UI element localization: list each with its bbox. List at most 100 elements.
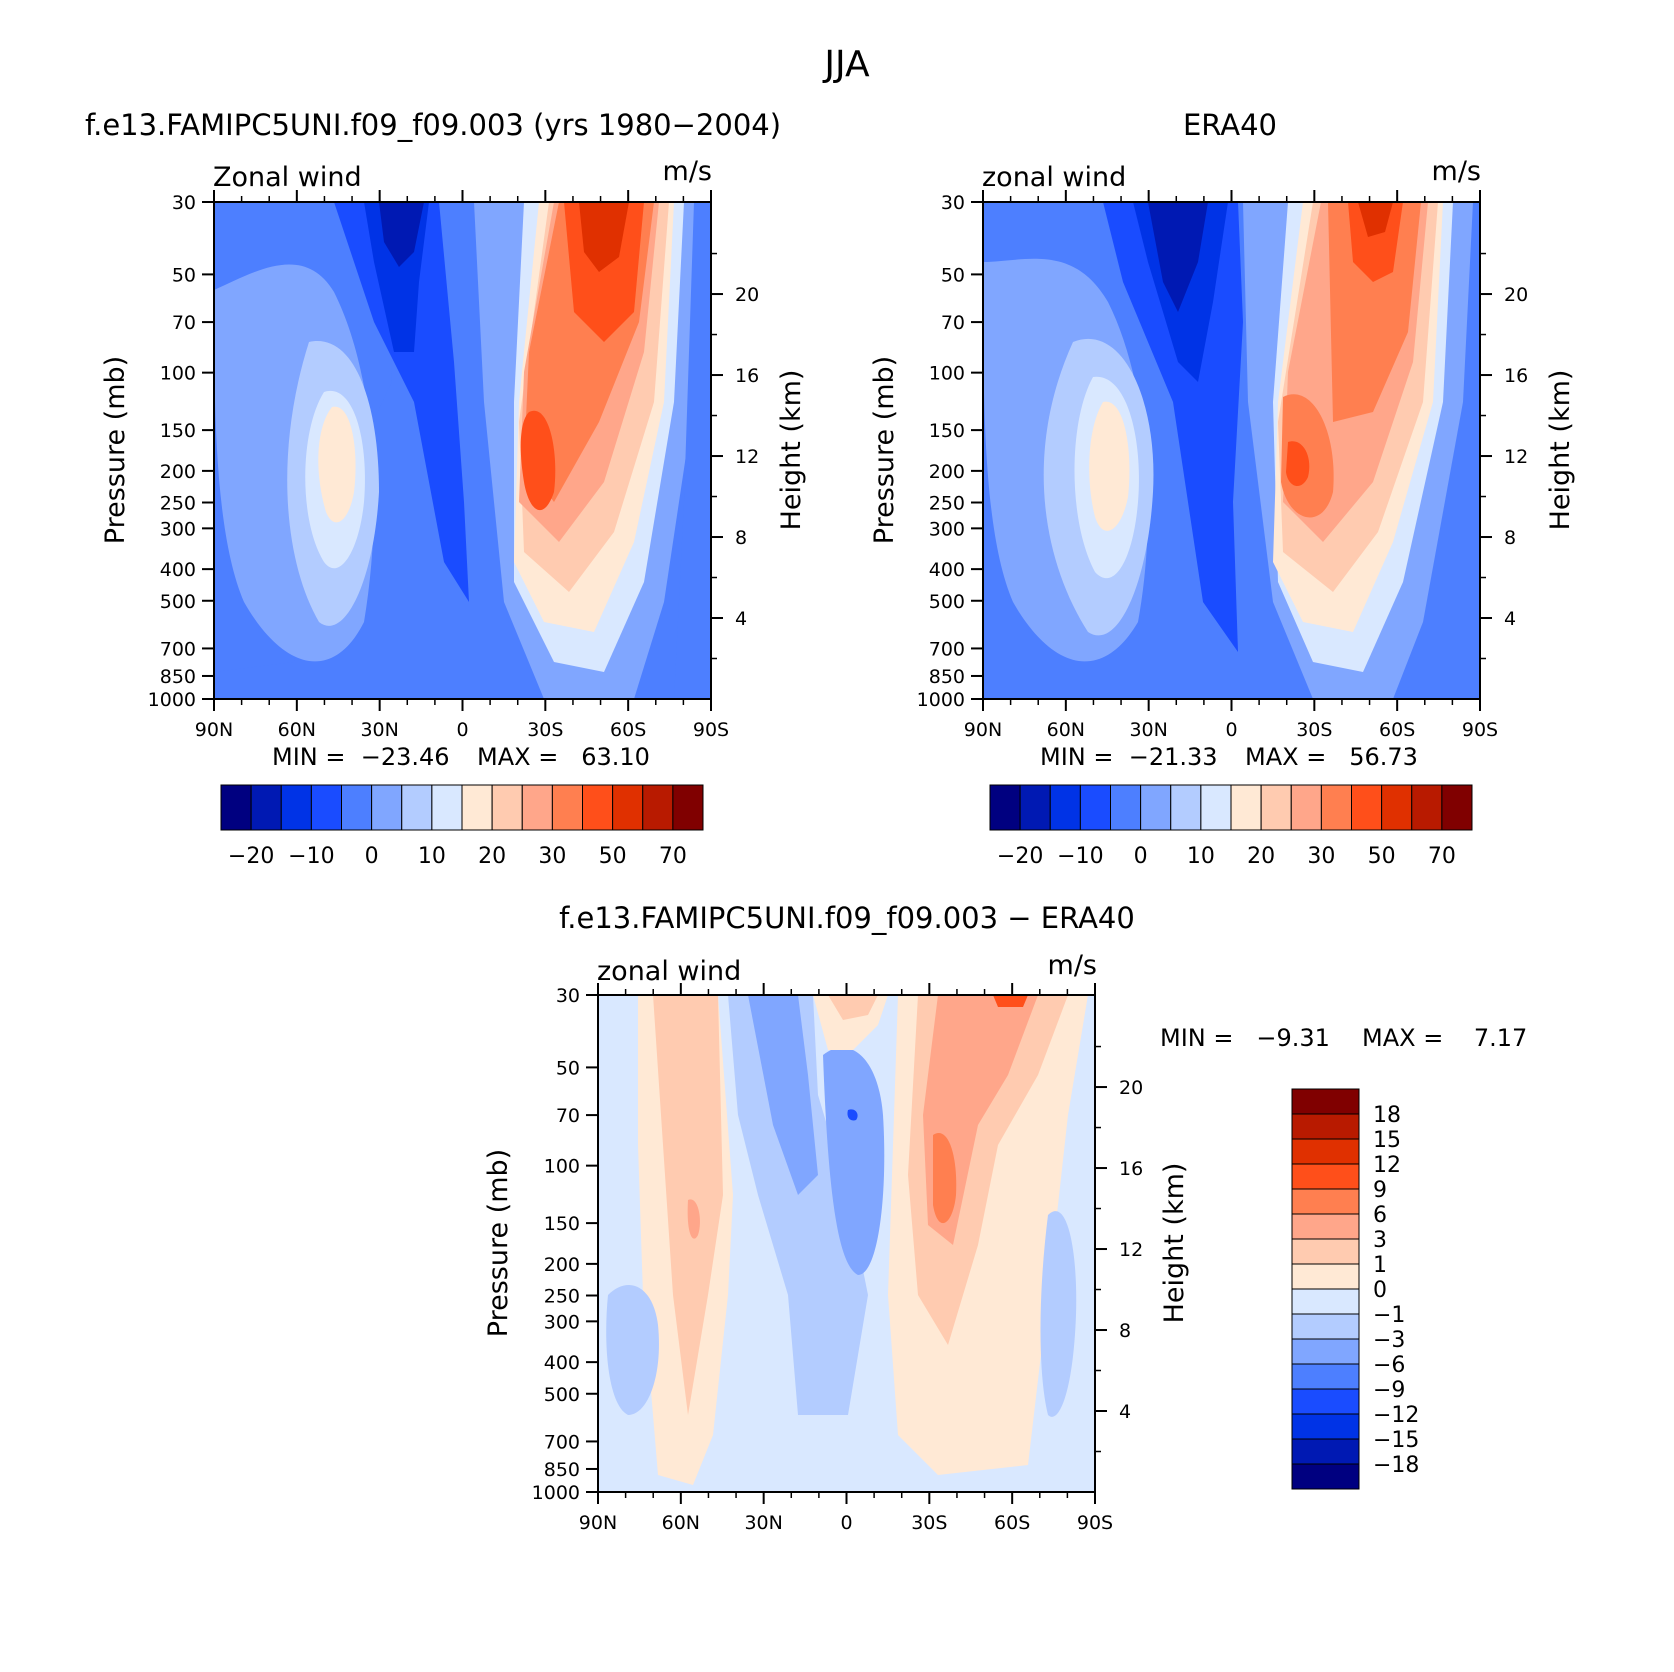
colorbar-label: 20 <box>1247 844 1275 869</box>
y2-tick-label: 20 <box>1119 1077 1143 1099</box>
colorbar-label: −3 <box>1373 1328 1405 1353</box>
y-tick-label: 30 <box>172 192 196 214</box>
colorbar-swatch <box>371 784 403 831</box>
colorbar-swatch <box>491 784 523 831</box>
panel-model-band-nh-jet <box>318 406 356 523</box>
x-tick-label: 60N <box>1047 719 1085 741</box>
panel-model-min: MIN = −23.46 <box>272 743 450 771</box>
colorbar-swatch <box>989 784 1021 831</box>
colorbar-swatch <box>431 784 463 831</box>
colorbar-label: 10 <box>1187 844 1215 869</box>
y-tick-label: 400 <box>160 559 196 581</box>
panel-model-axes: 90N 60N 30N 0 30S 60S 90S 30 50 70 100 150 200 250 300… <box>148 190 759 741</box>
panel-diff-band-trop-neg2 <box>748 995 818 1195</box>
colorbar-swatch <box>1291 1088 1360 1115</box>
y2-tick-label: 8 <box>1119 1320 1131 1342</box>
colorbar-label: 70 <box>659 844 687 869</box>
colorbar-swatch <box>1230 784 1262 831</box>
colorbar-label: 3 <box>1373 1228 1387 1253</box>
y-tick-label: 700 <box>929 638 965 660</box>
colorbar-swatch <box>1291 1313 1360 1340</box>
colorbar-swatch <box>1140 784 1172 831</box>
colorbar-label: 0 <box>1373 1278 1387 1303</box>
colorbar-swatch <box>461 784 493 831</box>
y-tick-label: 50 <box>941 264 965 286</box>
panel-obs-band-sh-4 <box>1328 202 1421 422</box>
y-tick-label: 500 <box>160 591 196 613</box>
y-tick-label: 250 <box>929 493 965 515</box>
colorbar-label: 10 <box>418 844 446 869</box>
y-tick-label: 1000 <box>148 689 196 711</box>
panel-model-colorbar: −20 −10 0 10 20 30 50 70 <box>220 784 704 869</box>
panel-diff-y2label: Height (km) <box>1159 1163 1190 1324</box>
y-tick-label: 300 <box>160 518 196 540</box>
y-tick-label: 400 <box>929 559 965 581</box>
y-tick-label: 700 <box>160 638 196 660</box>
panel-obs: ERA40 zonal wind m/s 90N 60N 30N 0 30S 60S 90S… <box>869 108 1576 869</box>
y-tick-label: 250 <box>544 1286 580 1308</box>
colorbar-swatch <box>1291 1213 1360 1240</box>
x-tick-label: 0 <box>456 719 468 741</box>
y-tick-label: 500 <box>544 1384 580 1406</box>
panel-model-plot-area <box>214 202 711 699</box>
panel-obs-band-sh-6 <box>1348 202 1403 282</box>
panel-obs-max: MAX = 56.73 <box>1245 743 1418 771</box>
y2-tick-label: 8 <box>735 527 747 549</box>
panel-diff-band-trop-neg4 <box>847 1109 858 1121</box>
panel-model-units: m/s <box>663 156 712 187</box>
colorbar-swatch <box>1291 1338 1360 1365</box>
panel-obs-min: MIN = −21.33 <box>1040 743 1218 771</box>
panel-diff-band-sh-pos5 <box>993 995 1028 1007</box>
colorbar-swatch <box>1291 1413 1360 1440</box>
panel-diff-band-nh-pos3 <box>687 1199 700 1239</box>
panel-model-ylabel: Pressure (mb) <box>100 356 131 544</box>
x-tick-label: 30S <box>1296 719 1332 741</box>
y-tick-label: 50 <box>556 1057 580 1079</box>
panel-obs-band-sh-5 <box>1286 441 1310 487</box>
panel-diff-min: MIN = −9.31 <box>1160 1024 1330 1052</box>
y-tick-label: 200 <box>929 461 965 483</box>
y-tick-label: 1000 <box>917 689 965 711</box>
x-tick-label: 0 <box>1225 719 1237 741</box>
colorbar-swatch <box>642 784 674 831</box>
panel-diff-plot-area <box>598 995 1095 1492</box>
panel-model-band-sh-7 <box>579 202 629 272</box>
colorbar-swatch <box>1291 1388 1360 1415</box>
y-tick-label: 200 <box>160 461 196 483</box>
colorbar-label: 6 <box>1373 1203 1387 1228</box>
colorbar-label: 50 <box>599 844 627 869</box>
y2-tick-label: 16 <box>1504 365 1528 387</box>
x-tick-label: 60N <box>278 719 316 741</box>
panel-model-title: f.e13.FAMIPC5UNI.f09_f09.003 (yrs 1980−2… <box>85 108 781 142</box>
panel-diff-max: MAX = 7.17 <box>1362 1024 1527 1052</box>
y-tick-label: 150 <box>544 1213 580 1235</box>
colorbar-swatch <box>310 784 342 831</box>
colorbar-swatch <box>1411 784 1443 831</box>
colorbar-label: 18 <box>1373 1103 1401 1128</box>
panel-obs-field-label: zonal wind <box>982 162 1126 193</box>
x-tick-label: 60S <box>994 1512 1030 1534</box>
colorbar-swatch <box>1019 784 1051 831</box>
colorbar-swatch <box>1291 1138 1360 1165</box>
x-tick-label: 90S <box>1077 1512 1113 1534</box>
y2-tick-label: 16 <box>735 365 759 387</box>
colorbar-swatch <box>1290 784 1322 831</box>
panel-diff-band-trop-pos2 <box>828 995 878 1020</box>
panel-model-field-label: Zonal wind <box>213 162 362 193</box>
colorbar-label: −6 <box>1373 1353 1405 1378</box>
colorbar-label: 30 <box>538 844 566 869</box>
panel-obs-y2label: Height (km) <box>1545 370 1576 531</box>
panel-diff-axes: 90N 60N 30N 0 30S 60S 90S 30 50 70 100 150 200 250 300… <box>532 983 1143 1534</box>
y-tick-label: 850 <box>929 666 965 688</box>
colorbar-swatch <box>1291 1188 1360 1215</box>
y-tick-label: 70 <box>941 312 965 334</box>
x-tick-label: 90N <box>195 719 233 741</box>
y-tick-label: 100 <box>544 1156 580 1178</box>
colorbar-swatch <box>1291 1238 1360 1265</box>
colorbar-label: −12 <box>1373 1403 1419 1428</box>
y-tick-label: 30 <box>556 985 580 1007</box>
y-tick-label: 1000 <box>532 1482 580 1504</box>
x-tick-label: 90N <box>579 1512 617 1534</box>
y2-tick-label: 12 <box>735 446 759 468</box>
